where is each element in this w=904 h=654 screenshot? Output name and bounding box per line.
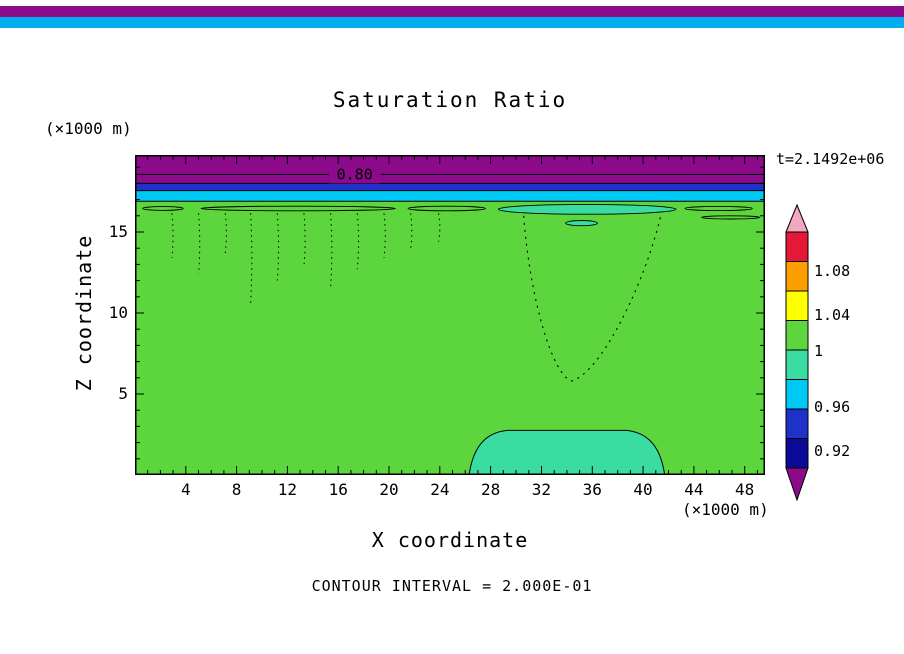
colorbar — [780, 203, 814, 508]
lens-contour — [565, 220, 598, 227]
drip-contour — [330, 213, 333, 288]
x-tick-label: 48 — [735, 480, 755, 499]
colorbar-tick-label: 0.92 — [814, 442, 851, 460]
drip-contour — [383, 213, 386, 258]
lens-contour — [142, 206, 184, 211]
colorbar-segment-teal — [785, 349, 809, 380]
drip-contour — [276, 213, 280, 281]
top-strip-purple — [0, 6, 904, 17]
x-tick-label: 16 — [328, 480, 348, 499]
colorbar-tick-label: 0.96 — [814, 398, 851, 416]
top-strip-blue — [0, 17, 904, 28]
y-tick-label: 5 — [118, 383, 128, 403]
colorbar-segment-green — [785, 320, 809, 351]
colorbar-segment-navy — [785, 438, 809, 469]
x-tick-label: 36 — [582, 480, 602, 499]
colorbar-segment-red — [785, 231, 809, 262]
contour-band-purple — [135, 155, 765, 184]
colorbar-tip-top — [785, 203, 809, 233]
drip-contour — [171, 213, 174, 258]
x-tick-label: 40 — [633, 480, 653, 499]
drip-contour — [410, 213, 413, 250]
pool-region — [468, 429, 666, 476]
x-axis-units: (×1000 m) — [682, 500, 769, 519]
u-contour — [523, 215, 662, 382]
lens-contour — [407, 205, 486, 212]
plot-area: 0.80 — [135, 155, 765, 476]
colorbar-segment-blue — [785, 408, 809, 439]
colorbar-tick-label: 1 — [814, 342, 824, 360]
colorbar-segment-cyan — [785, 379, 809, 410]
x-axis-label: X coordinate — [371, 528, 529, 552]
x-tick-label: 12 — [277, 480, 298, 499]
contour-band-blue — [135, 183, 765, 191]
colorbar-segment-orange — [785, 261, 809, 292]
contour-band-cyan — [135, 190, 765, 202]
colorbar-tick-label: 1.08 — [814, 262, 851, 280]
x-tick-label: 32 — [531, 480, 552, 499]
drip-contour — [198, 213, 201, 275]
x-tick-label: 20 — [379, 480, 399, 499]
x-tick-label: 28 — [481, 480, 501, 499]
lens-contour — [200, 205, 396, 212]
x-tick-label: 44 — [684, 480, 704, 499]
colorbar-tick-label: 1.04 — [814, 306, 851, 324]
lens-contour — [497, 203, 677, 215]
lens-contour — [684, 205, 753, 212]
y-tick-label: 10 — [108, 302, 128, 322]
y-tick-label: 15 — [108, 221, 128, 241]
colorbar-segment-yellow — [785, 290, 809, 321]
chart-title: Saturation Ratio — [332, 88, 568, 112]
colorbar-tip-bottom — [785, 467, 809, 502]
x-tick-label: 4 — [180, 480, 191, 499]
contour-interval-note: CONTOUR INTERVAL = 2.000E-01 — [311, 577, 593, 595]
contour-line-label: 0.80 — [337, 165, 373, 183]
drip-contour — [356, 213, 360, 270]
x-tick-label: 24 — [430, 480, 450, 499]
time-annotation: t=2.1492e+06 — [776, 150, 885, 168]
field-background — [135, 155, 765, 475]
x-tick-label: 8 — [231, 480, 242, 499]
drip-contour — [250, 213, 253, 304]
y-axis-units: (×1000 m) — [45, 119, 132, 138]
lens-contour — [701, 215, 761, 220]
